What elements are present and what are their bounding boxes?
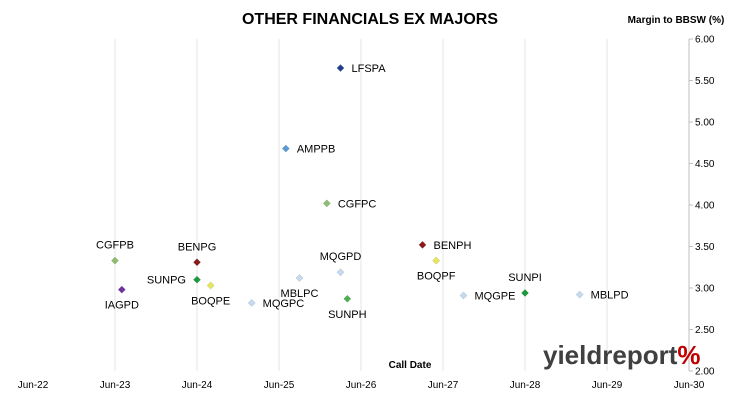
- data-label-mqgpc: MQGPC: [263, 298, 305, 310]
- data-label-benpg: BENPG: [178, 241, 217, 253]
- data-point-mblpc: [295, 274, 304, 282]
- data-labels: LFSPA AMPPB CGFPC CGFPB BENPG BENPH SUNPG BOQPE…: [96, 63, 629, 321]
- logo-percent-mark: %: [677, 340, 700, 370]
- data-label-lfspa: LFSPA: [352, 63, 387, 75]
- x-tick-label: Jun-24: [182, 380, 213, 391]
- data-point-mqgpd: [336, 268, 345, 277]
- data-point-cgfpb: [111, 256, 119, 265]
- chart-title: OTHER FINANCIALS EX MAJORS: [242, 11, 498, 28]
- x-tick-label: Jun-26: [346, 380, 377, 391]
- yieldreport-logo: yieldreport%: [543, 340, 701, 370]
- y-tick-labels: 2.00 2.50 3.00 3.50 4.00 4.50 5.00 5.50 6.00: [689, 35, 715, 378]
- x-tick-label: Jun-29: [592, 380, 623, 391]
- data-point-lfspa: [336, 64, 345, 73]
- x-tick-label: Jun-27: [428, 380, 459, 391]
- y-tick-label: 2.50: [695, 325, 715, 336]
- y-axis-label: Margin to BBSW (%): [628, 15, 725, 26]
- y-tick-label: 6.00: [695, 35, 715, 46]
- x-tick-label: Jun-23: [100, 380, 131, 391]
- data-label-benph: BENPH: [434, 240, 472, 252]
- data-point-boqpf: [432, 256, 441, 265]
- data-label-iagpd: IAGPD: [105, 300, 139, 312]
- data-label-mqgpd: MQGPD: [320, 251, 362, 263]
- data-point-amppb: [281, 144, 290, 153]
- y-tick-label: 5.50: [695, 76, 715, 87]
- y-tick-label: 2.00: [695, 367, 715, 378]
- data-label-boqpf: BOQPF: [417, 271, 456, 283]
- data-label-cgfpb: CGFPB: [96, 240, 134, 252]
- data-point-benpg: [193, 258, 201, 267]
- data-point-sunpi: [521, 289, 529, 297]
- data-points: [111, 64, 584, 307]
- data-label-cgfpc: CGFPC: [338, 198, 377, 210]
- y-tick-label: 3.50: [695, 242, 715, 253]
- x-tick-label: Jun-28: [510, 380, 541, 391]
- data-point-sunpg: [193, 275, 201, 284]
- data-label-sunpi: SUNPI: [508, 272, 542, 284]
- data-point-sunph: [343, 294, 352, 303]
- x-tick-labels: Jun-22 Jun-23 Jun-24 Jun-25 Jun-26 Jun-27 Jun-…: [18, 380, 705, 391]
- y-tick-label: 5.00: [695, 118, 715, 129]
- x-axis-label: Call Date: [389, 360, 432, 371]
- data-label-mblpd: MBLPD: [591, 290, 629, 302]
- data-point-mqgpc: [247, 298, 256, 307]
- data-point-iagpd: [117, 285, 126, 294]
- y-tick-label: 4.50: [695, 159, 715, 170]
- data-label-mblpc: MBLPC: [281, 288, 319, 300]
- data-label-amppb: AMPPB: [297, 144, 336, 156]
- data-label-sunph: SUNPH: [328, 309, 367, 321]
- y-tick-label: 3.00: [695, 284, 715, 295]
- x-tick-label: Jun-30: [674, 380, 705, 391]
- data-label-sunpg: SUNPG: [147, 275, 186, 287]
- svg-text:yieldreport%: yieldreport%: [543, 340, 701, 370]
- logo-text: yieldreport: [543, 340, 678, 370]
- x-tick-label: Jun-22: [18, 380, 49, 391]
- data-point-benph: [418, 240, 427, 249]
- x-tick-label: Jun-25: [264, 380, 295, 391]
- data-point-mblpd: [575, 290, 584, 299]
- data-label-boqpe: BOQPE: [191, 296, 230, 308]
- data-point-mqgpe: [459, 291, 468, 300]
- data-label-mqgpe: MQGPE: [475, 290, 516, 302]
- data-point-cgfpc: [322, 199, 331, 208]
- y-tick-label: 4.00: [695, 201, 715, 212]
- data-point-boqpe: [206, 281, 215, 290]
